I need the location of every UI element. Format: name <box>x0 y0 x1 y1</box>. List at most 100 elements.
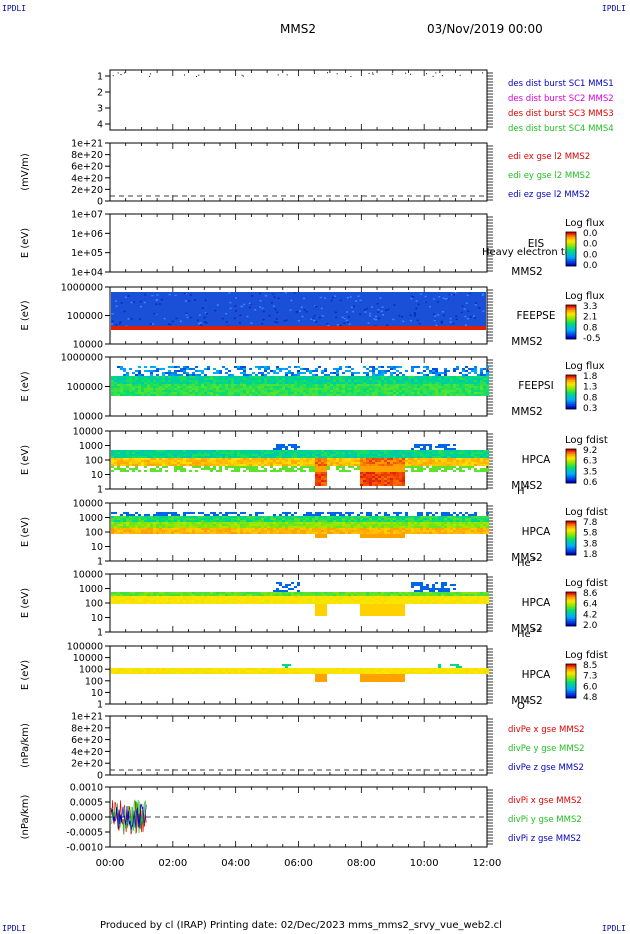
feepse-speckle <box>335 316 338 319</box>
spectrogram-pixel <box>258 454 261 456</box>
spectrogram-pixel <box>309 376 312 378</box>
spectrogram-pixel <box>387 392 390 394</box>
spectrogram-pixel <box>261 530 264 532</box>
colorbar-segment <box>566 318 576 321</box>
spectrogram-pixel <box>414 458 417 460</box>
spectrogram-pixel <box>333 392 336 394</box>
spectrogram-pixel <box>378 466 381 468</box>
spectrogram-pixel <box>417 386 420 388</box>
colorbar-tick: 6.3 <box>583 457 597 467</box>
spectrogram-pixel <box>177 376 180 378</box>
spectrogram-pixel <box>252 516 255 518</box>
spectrogram-pixel <box>465 374 468 376</box>
spectrogram-pixel <box>219 528 222 530</box>
spectrogram-pixel <box>363 390 366 392</box>
spectrogram-pixel <box>279 520 282 522</box>
spectrogram-pixel <box>156 518 159 520</box>
spectrogram-pixel <box>132 516 135 518</box>
spectrogram-pixel <box>321 372 324 374</box>
spectrogram-pixel <box>324 386 327 388</box>
spectrogram-pixel <box>387 366 390 368</box>
colorbar-segment <box>566 238 576 241</box>
spectrogram-pixel <box>429 392 432 394</box>
spectrogram-pixel <box>420 470 423 472</box>
spectrogram-pixel <box>243 458 246 460</box>
spectrogram-pixel <box>471 378 474 380</box>
feepse-speckle <box>432 313 435 316</box>
spectrogram-pixel <box>324 454 327 456</box>
spectrogram-pixel <box>372 462 375 464</box>
colorbar-segment <box>566 313 576 316</box>
colorbar-segment <box>566 534 576 537</box>
spectrogram-pixel <box>453 466 456 468</box>
spectrogram-pixel <box>189 470 192 472</box>
spectrogram-pixel <box>321 392 324 394</box>
spectrogram-pixel <box>336 450 339 452</box>
spectrogram-pixel <box>393 368 396 370</box>
spectrogram-pixel <box>180 378 183 380</box>
spectrogram-pixel <box>321 474 324 476</box>
spectrogram-pixel <box>186 374 189 376</box>
spectrogram-pixel <box>348 460 351 462</box>
spectrogram-pixel <box>351 462 354 464</box>
spectrogram-pixel <box>186 526 189 528</box>
spectrogram-pixel <box>189 454 192 456</box>
spectrogram-pixel <box>330 392 333 394</box>
spectrogram-pixel <box>450 456 453 458</box>
spectrogram-pixel <box>213 394 216 396</box>
spectrogram-pixel <box>183 530 186 532</box>
spectrogram-pixel <box>438 384 441 386</box>
spectrogram-pixel <box>360 480 363 482</box>
spectrogram-pixel <box>444 384 447 386</box>
spectrogram-pixel <box>387 480 390 482</box>
spectrogram-pixel <box>432 370 435 372</box>
spectrogram-pixel <box>378 472 381 474</box>
spectrogram-pixel <box>258 368 261 370</box>
spectrogram-pixel <box>228 454 231 456</box>
spectrogram-pixel <box>141 392 144 394</box>
spectrogram-pixel <box>255 382 258 384</box>
spectrogram-pixel <box>162 450 165 452</box>
spectrogram-pixel <box>174 516 177 518</box>
spectrogram-pixel <box>255 376 258 378</box>
spectrogram-pixel <box>264 456 267 458</box>
spectrogram-pixel <box>351 458 354 460</box>
spectrogram-pixel <box>351 378 354 380</box>
spectrogram-pixel <box>192 388 195 390</box>
spectrogram-pixel <box>315 382 318 384</box>
spectrogram-pixel <box>138 462 141 464</box>
spectrogram-pixel <box>387 468 390 470</box>
spectrogram-pixel <box>141 524 144 526</box>
spectrogram-pixel <box>234 530 237 532</box>
colorbar-tick: 0.8 <box>583 393 598 403</box>
spectrogram-pixel <box>402 462 405 464</box>
spectrogram-pixel <box>138 464 141 466</box>
spectrogram-pixel <box>246 454 249 456</box>
spectrogram-pixel <box>411 382 414 384</box>
spectrogram-pixel <box>162 458 165 460</box>
spectrogram-pixel <box>423 378 426 380</box>
colorbar-segment <box>566 320 576 323</box>
spectrogram-pixel <box>405 466 408 468</box>
spectrogram-pixel <box>396 384 399 386</box>
spectrogram-pixel <box>123 528 126 530</box>
spectrogram-pixel <box>357 384 360 386</box>
spectrogram-pixel <box>390 472 393 474</box>
spectrogram-pixel <box>189 374 192 376</box>
spectrogram-pixel <box>234 522 237 524</box>
spectrogram-pixel <box>132 524 135 526</box>
spectrogram-pixel <box>228 394 231 396</box>
spectrogram-pixel <box>315 478 318 480</box>
spectrogram-pixel <box>402 476 405 478</box>
spectrogram-pixel <box>189 520 192 522</box>
spectrogram-pixel <box>453 454 456 456</box>
spectrogram-pixel <box>174 378 177 380</box>
spectrogram-pixel <box>426 382 429 384</box>
spectrogram-pixel <box>300 460 303 462</box>
spectrogram-pixel <box>111 522 114 524</box>
ytick-label: 4e+20 <box>71 747 103 758</box>
spectrogram-pixel <box>285 382 288 384</box>
spectrogram-pixel <box>153 378 156 380</box>
spectrogram-pixel <box>369 462 372 464</box>
spectrogram-pixel <box>144 456 147 458</box>
